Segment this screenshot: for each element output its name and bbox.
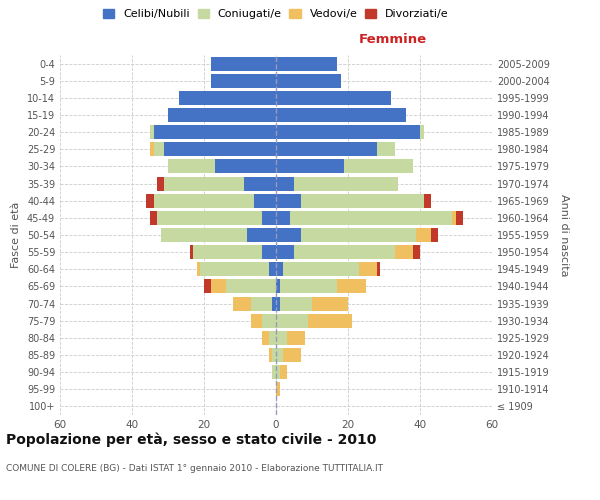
Bar [150, 125, 154, 139]
Bar [272, 365, 276, 379]
Text: Femmine: Femmine [359, 33, 427, 46]
Bar [276, 56, 337, 70]
Bar [283, 348, 301, 362]
Bar [254, 194, 276, 207]
Bar [190, 245, 193, 259]
Bar [244, 176, 276, 190]
Bar [280, 280, 337, 293]
Bar [157, 211, 262, 225]
Bar [276, 228, 301, 242]
Bar [168, 160, 215, 173]
Bar [269, 262, 276, 276]
Bar [262, 245, 276, 259]
Bar [269, 331, 276, 345]
Bar [197, 262, 200, 276]
Bar [276, 176, 294, 190]
Bar [301, 228, 416, 242]
Bar [431, 228, 438, 242]
Bar [276, 280, 280, 293]
Bar [211, 74, 276, 88]
Bar [276, 348, 283, 362]
Bar [276, 314, 308, 328]
Y-axis label: Fasce di età: Fasce di età [11, 202, 21, 268]
Bar [168, 108, 276, 122]
Bar [146, 194, 154, 207]
Legend: Celibi/Nubili, Coniugati/e, Vedovi/e, Divorziati/e: Celibi/Nubili, Coniugati/e, Vedovi/e, Di… [100, 6, 452, 22]
Bar [193, 245, 262, 259]
Bar [377, 142, 395, 156]
Bar [308, 314, 352, 328]
Bar [276, 74, 341, 88]
Bar [276, 211, 290, 225]
Bar [359, 262, 377, 276]
Bar [157, 176, 164, 190]
Bar [226, 280, 276, 293]
Bar [269, 348, 272, 362]
Bar [150, 211, 157, 225]
Bar [290, 211, 452, 225]
Bar [276, 142, 377, 156]
Bar [164, 142, 276, 156]
Bar [276, 194, 301, 207]
Text: COMUNE DI COLERE (BG) - Dati ISTAT 1° gennaio 2010 - Elaborazione TUTTITALIA.IT: COMUNE DI COLERE (BG) - Dati ISTAT 1° ge… [6, 464, 383, 473]
Bar [413, 245, 420, 259]
Bar [416, 228, 431, 242]
Bar [272, 348, 276, 362]
Bar [337, 280, 366, 293]
Bar [251, 314, 262, 328]
Y-axis label: Anni di nascita: Anni di nascita [559, 194, 569, 276]
Text: Popolazione per età, sesso e stato civile - 2010: Popolazione per età, sesso e stato civil… [6, 432, 376, 447]
Bar [424, 194, 431, 207]
Bar [276, 108, 406, 122]
Bar [377, 262, 380, 276]
Bar [287, 331, 305, 345]
Bar [294, 176, 398, 190]
Bar [283, 262, 359, 276]
Bar [247, 228, 276, 242]
Bar [164, 176, 244, 190]
Bar [280, 296, 312, 310]
Bar [215, 160, 276, 173]
Bar [251, 296, 272, 310]
Bar [233, 296, 251, 310]
Bar [280, 365, 287, 379]
Bar [276, 296, 280, 310]
Bar [276, 125, 420, 139]
Bar [395, 245, 413, 259]
Bar [276, 382, 280, 396]
Bar [211, 56, 276, 70]
Bar [262, 211, 276, 225]
Bar [276, 365, 280, 379]
Bar [179, 91, 276, 105]
Bar [262, 331, 269, 345]
Bar [294, 245, 395, 259]
Bar [276, 245, 294, 259]
Bar [161, 228, 247, 242]
Bar [344, 160, 413, 173]
Bar [154, 194, 254, 207]
Bar [301, 194, 424, 207]
Bar [262, 314, 276, 328]
Bar [276, 262, 283, 276]
Bar [154, 125, 276, 139]
Bar [276, 91, 391, 105]
Bar [150, 142, 154, 156]
Bar [456, 211, 463, 225]
Bar [312, 296, 348, 310]
Bar [211, 280, 226, 293]
Bar [200, 262, 269, 276]
Bar [420, 125, 424, 139]
Bar [154, 142, 164, 156]
Bar [452, 211, 456, 225]
Bar [276, 160, 344, 173]
Bar [276, 331, 287, 345]
Bar [204, 280, 211, 293]
Bar [272, 296, 276, 310]
